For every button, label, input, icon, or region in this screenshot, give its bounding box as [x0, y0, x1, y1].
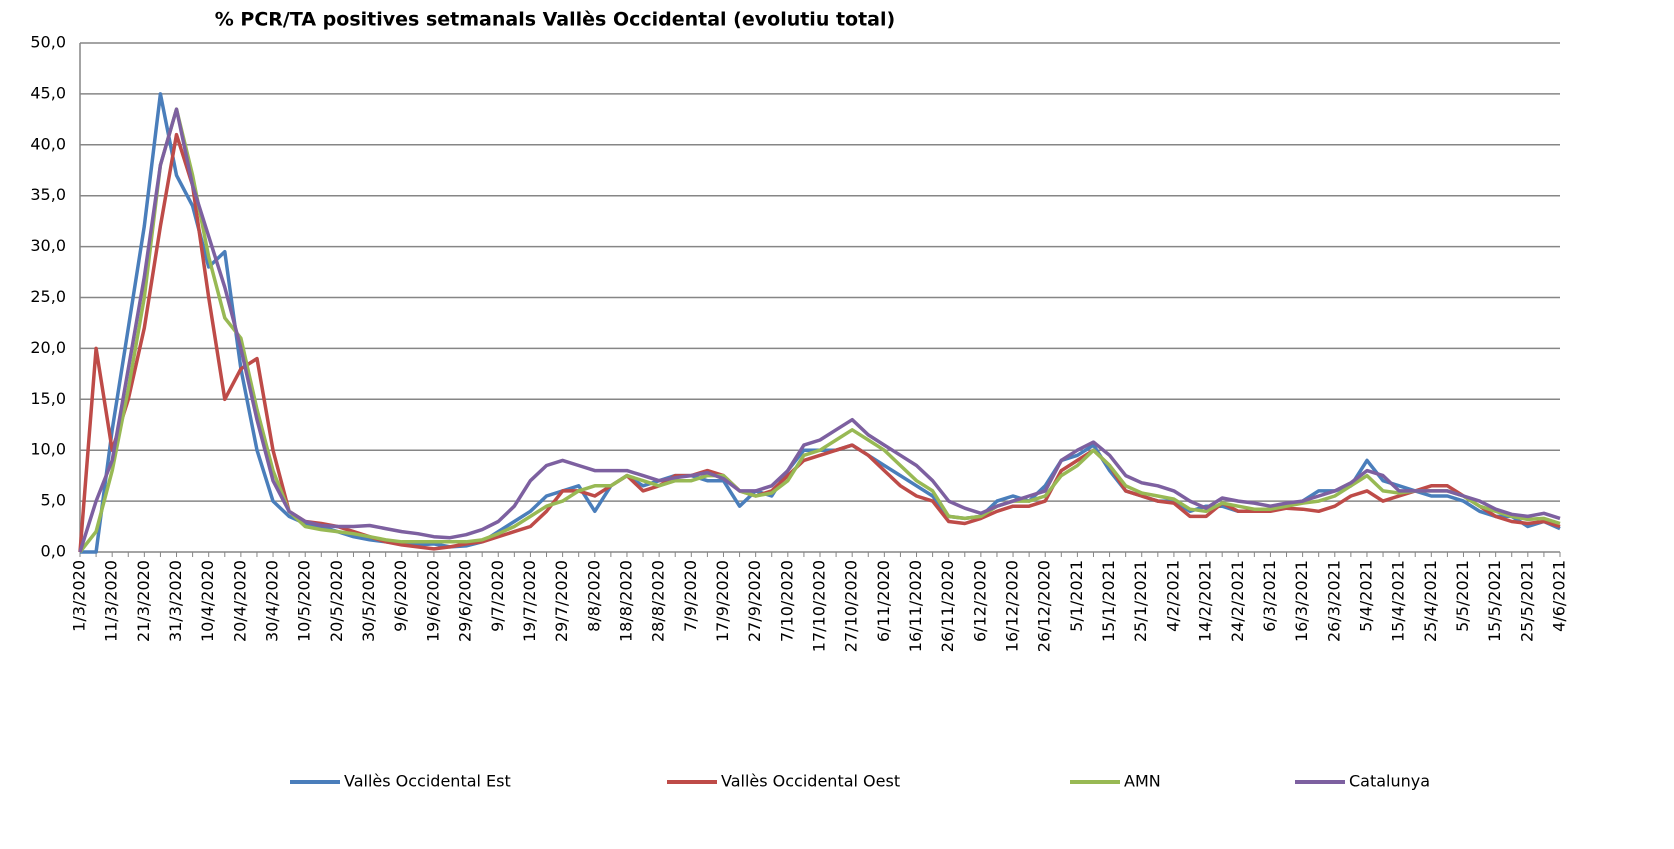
x-tick-label: 5/4/2021 [1356, 560, 1375, 632]
x-tick-label: 5/5/2021 [1453, 560, 1472, 632]
chart-title: % PCR/TA positives setmanals Vallès Occi… [215, 9, 895, 31]
x-tick-label: 16/12/2020 [1003, 560, 1022, 652]
x-tick-label: 9/7/2020 [488, 560, 507, 632]
x-tick-label: 11/3/2020 [102, 560, 121, 642]
x-tick-label: 26/11/2020 [938, 560, 957, 652]
x-tick-label: 6/3/2021 [1260, 560, 1279, 632]
x-tick-label: 10/4/2020 [198, 560, 217, 642]
x-tick-label: 29/6/2020 [456, 560, 475, 642]
legend-label: AMN [1124, 772, 1161, 791]
x-tick-label: 15/4/2021 [1389, 560, 1408, 642]
x-tick-label: 8/8/2020 [584, 560, 603, 632]
x-tick-label: 20/4/2020 [230, 560, 249, 642]
legend-label: Vallès Occidental Oest [721, 772, 900, 791]
series-line [78, 107, 1561, 554]
x-tick-label: 31/3/2020 [166, 560, 185, 642]
x-tick-label: 1/3/2020 [70, 560, 89, 632]
x-tick-label: 26/3/2021 [1324, 560, 1343, 642]
x-tick-label: 27/10/2020 [842, 560, 861, 652]
y-tick-label: 0,0 [41, 542, 66, 561]
x-tick-label: 10/5/2020 [295, 560, 314, 642]
x-tick-label: 9/6/2020 [391, 560, 410, 632]
x-tick-label: 27/9/2020 [745, 560, 764, 642]
x-tick-label: 15/5/2021 [1485, 560, 1504, 642]
x-tick-label: 14/2/2021 [1196, 560, 1215, 642]
x-tick-label: 20/5/2020 [327, 560, 346, 642]
y-tick-label: 45,0 [30, 83, 66, 102]
x-tick-label: 4/6/2021 [1550, 560, 1569, 632]
x-tick-label: 7/10/2020 [777, 560, 796, 642]
y-tick-label: 40,0 [30, 134, 66, 153]
x-tick-label: 28/8/2020 [649, 560, 668, 642]
x-tick-label: 25/4/2021 [1421, 560, 1440, 642]
x-tick-label: 16/3/2021 [1292, 560, 1311, 642]
y-tick-label: 35,0 [30, 185, 66, 204]
x-tick-label: 30/5/2020 [359, 560, 378, 642]
x-tick-label: 19/6/2020 [423, 560, 442, 642]
x-tick-label: 5/1/2021 [1067, 560, 1086, 632]
x-tick-label: 30/4/2020 [263, 560, 282, 642]
y-tick-label: 50,0 [30, 33, 66, 52]
x-tick-label: 17/9/2020 [713, 560, 732, 642]
y-tick-label: 25,0 [30, 287, 66, 306]
x-tick-label: 21/3/2020 [134, 560, 153, 642]
x-tick-label: 7/9/2020 [681, 560, 700, 632]
y-tick-label: 30,0 [30, 236, 66, 255]
series-line [78, 107, 1561, 553]
y-tick-label: 10,0 [30, 440, 66, 459]
x-tick-label: 19/7/2020 [520, 560, 539, 642]
x-tick-label: 24/2/2021 [1228, 560, 1247, 642]
x-tick-label: 6/12/2020 [970, 560, 989, 642]
legend-label: Vallès Occidental Est [344, 772, 511, 791]
x-tick-label: 16/11/2020 [906, 560, 925, 652]
x-tick-label: 25/5/2021 [1517, 560, 1536, 642]
y-tick-label: 20,0 [30, 338, 66, 357]
x-tick-label: 26/12/2020 [1035, 560, 1054, 652]
x-tick-label: 15/1/2021 [1099, 560, 1118, 642]
y-tick-label: 15,0 [30, 389, 66, 408]
y-tick-label: 5,0 [41, 491, 66, 510]
series-line [80, 92, 1561, 554]
x-tick-label: 4/2/2021 [1163, 560, 1182, 632]
x-tick-label: 29/7/2020 [552, 560, 571, 642]
x-tick-label: 17/10/2020 [810, 560, 829, 652]
x-tick-label: 25/1/2021 [1131, 560, 1150, 642]
x-tick-label: 6/11/2020 [874, 560, 893, 642]
legend-label: Catalunya [1349, 772, 1430, 791]
x-tick-label: 18/8/2020 [616, 560, 635, 642]
